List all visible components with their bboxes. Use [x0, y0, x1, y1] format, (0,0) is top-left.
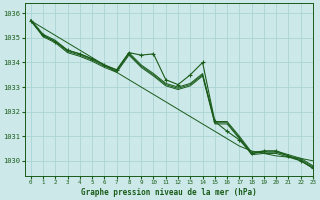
X-axis label: Graphe pression niveau de la mer (hPa): Graphe pression niveau de la mer (hPa) [81, 188, 257, 197]
